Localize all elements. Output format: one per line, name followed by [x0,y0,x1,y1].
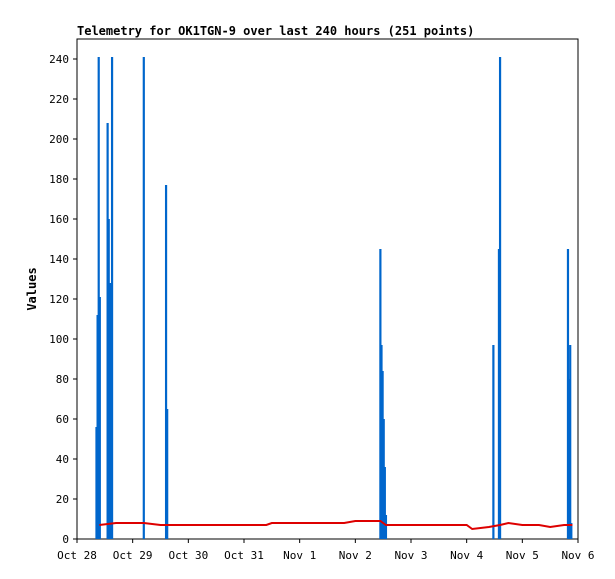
y-tick-label: 100 [49,333,69,346]
series-layer [95,57,573,539]
y-tick-label: 140 [49,253,69,266]
y-axis-label: Values [25,267,39,310]
y-tick-label: 240 [49,53,69,66]
x-tick-label: Oct 30 [168,549,208,562]
plot-frame [76,38,579,540]
x-tick-label: Nov 3 [394,549,427,562]
series-bars [95,57,573,539]
y-tick-label: 200 [49,133,69,146]
chart-title: Telemetry for OK1TGN-9 over last 240 hou… [77,24,474,38]
y-tick-label: 20 [56,493,69,506]
x-tick-label: Nov 6 [561,549,594,562]
y-axis-ticks: 0 20 40 60 80 100 120 140 160 180 200 220 240 [49,53,77,546]
y-tick-label: 40 [56,453,69,466]
x-tick-label: Nov 2 [339,549,372,562]
series-line [99,520,573,531]
y-tick-label: 80 [56,373,69,386]
y-tick-label: 120 [49,293,69,306]
x-tick-label: Oct 28 [57,549,97,562]
y-tick-label: 220 [49,93,69,106]
y-tick-label: 60 [56,413,69,426]
y-tick-label: 160 [49,213,69,226]
y-tick-label: 180 [49,173,69,186]
x-tick-label: Nov 4 [450,549,483,562]
y-tick-label: 0 [62,533,69,546]
x-tick-label: Nov 5 [506,549,539,562]
x-tick-label: Oct 31 [224,549,264,562]
x-tick-label: Oct 29 [113,549,153,562]
x-tick-label: Nov 1 [283,549,316,562]
x-axis-ticks: Oct 28 Oct 29 Oct 30 Oct 31 Nov 1 Nov 2 Nov 3 N… [57,539,595,562]
